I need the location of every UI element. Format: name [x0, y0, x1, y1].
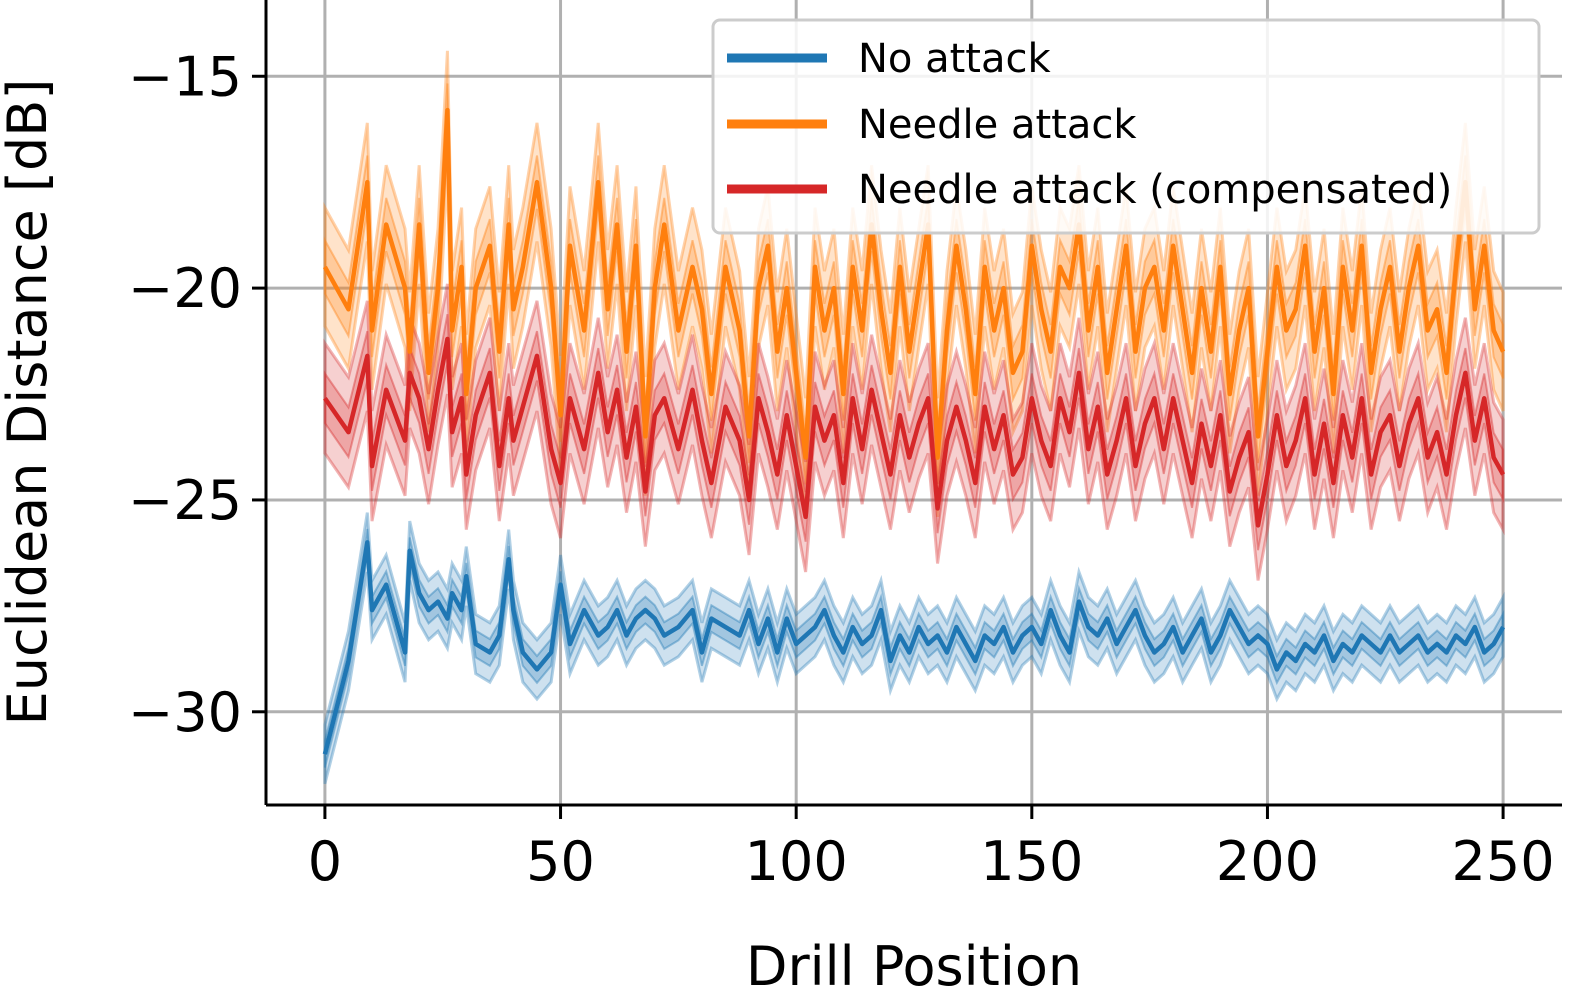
series-line-needle-attack	[322, 107, 1506, 460]
x-tick-label: 200	[1216, 830, 1319, 893]
confidence-bands	[323, 50, 1505, 785]
x-axis-label: Drill Position	[746, 935, 1082, 998]
series-lines	[322, 107, 1506, 755]
x-tick-label: 150	[980, 830, 1083, 893]
legend-label-needle-attack-compensated: Needle attack (compensated)	[858, 167, 1452, 213]
series-line-needle-attack-compensated	[323, 336, 1506, 528]
legend-box	[711, 18, 1541, 235]
band-inner-no-attack	[323, 528, 1505, 768]
y-ticks: −30 −25 −20 −15	[128, 45, 266, 744]
axes	[264, 0, 1562, 807]
band-outer-needle-attack-compensated	[323, 283, 1505, 581]
y-tick-label: −30	[128, 681, 242, 744]
band-outer-no-attack	[323, 512, 1505, 785]
y-axis-label: Euclidean Distance [dB]	[0, 79, 59, 726]
y-tick-label: −15	[128, 45, 242, 108]
band-inner-needle-attack	[323, 83, 1505, 485]
legend: No attack Needle attack Needle attack (c…	[711, 18, 1541, 235]
y-tick-label: −25	[128, 469, 242, 532]
legend-label-needle-attack: Needle attack	[858, 102, 1137, 148]
series-line-no-attack	[322, 540, 1506, 755]
x-tick-label: 100	[745, 830, 848, 893]
band-inner-needle-attack-compensated	[323, 313, 1505, 551]
legend-label-no-attack: No attack	[858, 36, 1051, 82]
x-tick-label: 0	[308, 830, 342, 893]
x-tick-label: 50	[526, 830, 595, 893]
x-tick-label: 250	[1452, 830, 1555, 893]
y-tick-label: −20	[128, 257, 242, 320]
x-ticks: 0 50 100 150 200 250	[308, 805, 1555, 893]
